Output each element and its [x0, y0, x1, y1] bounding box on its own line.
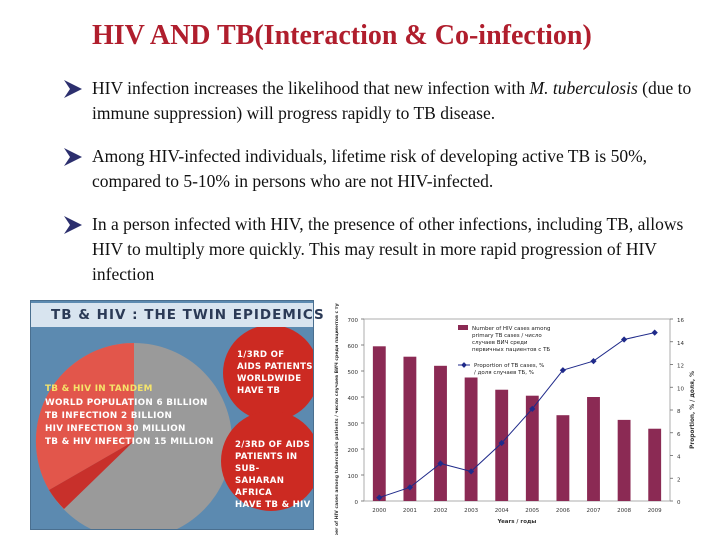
y2-tick-label: 0 — [677, 500, 681, 506]
hiv-tb-chart: 0 100 200 300 400 500 600 700 0 2 4 6 8 10 12 14 16 2000 2… — [333, 303, 696, 535]
bullet-text-part: HIV infection increases the likelihood t… — [92, 78, 530, 98]
bar-mark — [464, 377, 478, 501]
bar-series — [372, 346, 662, 501]
circle2-line: HAVE TB & HIV — [235, 500, 311, 510]
circle2-line: 2/3RD OF AIDS — [235, 440, 311, 450]
y-tick-label: 500 — [348, 370, 359, 376]
bullet-text-part: (due to immune suppression) will progres… — [92, 78, 692, 123]
legend-line-marker — [461, 362, 467, 368]
line-point — [590, 357, 597, 365]
aids-tb-circle — [223, 325, 313, 421]
circle2-line: SAHARAN AFRICA — [235, 476, 285, 498]
y2-tick-label: 6 — [677, 432, 681, 438]
y2-tick-label: 2 — [677, 477, 681, 483]
x-tick-label: 2004 — [495, 508, 509, 514]
bar-mark — [648, 428, 662, 501]
x-tick-label: 2005 — [525, 508, 539, 514]
x-tick-label: 2003 — [464, 508, 478, 514]
circle1-line: 1/3RD OF — [237, 350, 285, 360]
tb-infection-segment — [35, 342, 135, 490]
y-tick-label: 0 — [355, 500, 359, 506]
bar-mark — [556, 415, 570, 501]
arrow-bullet-icon — [64, 80, 82, 98]
bar-mark — [525, 395, 539, 501]
x-tick-label: 2001 — [403, 508, 417, 514]
circle1-line: WORLDWIDE — [237, 374, 302, 384]
tandem-line: WORLD POPULATION 6 BILLION — [45, 398, 208, 408]
legend-bar-label: Number of HIV cases among primary TB case… — [472, 326, 551, 353]
y2-tick-label: 12 — [677, 364, 684, 370]
bar-mark — [617, 419, 631, 501]
bar-mark — [587, 397, 600, 501]
tandem-heading: TB & HIV IN TANDEM — [45, 384, 153, 394]
circle2-line: PATIENTS IN SUB- — [235, 452, 298, 474]
line-point — [620, 336, 628, 343]
series-line — [379, 332, 655, 499]
y-tick-label: 600 — [348, 344, 359, 350]
panel-title: TB & HIV : THE TWIN EPIDEMICS — [31, 303, 324, 327]
twin-epidemics-panel: TB & HIV : THE TWIN EPIDEMICS TB & HIV I… — [30, 300, 324, 530]
line-point — [651, 329, 658, 336]
y2-tick-label: 8 — [677, 409, 681, 415]
x-tick-label: 2002 — [434, 508, 448, 514]
x-tick-label: 2006 — [556, 508, 570, 514]
x-tick-label: 2009 — [648, 508, 662, 514]
y-tick-label: 400 — [348, 396, 359, 402]
bullet-list: HIV infection increases the likelihood t… — [60, 76, 710, 305]
y2-tick-label: 14 — [677, 341, 684, 347]
bar-mark — [434, 365, 447, 501]
line-series — [376, 329, 658, 501]
circle1-line: AIDS PATIENTS — [237, 362, 313, 372]
x-tick-label: 2000 — [372, 508, 386, 514]
slide-title: HIV AND TB(Interaction & Co-infection) — [92, 20, 592, 51]
y-tick-label: 200 — [348, 448, 359, 454]
tandem-line: HIV INFECTION 30 MILLION — [45, 424, 186, 434]
tandem-line: TB INFECTION 2 BILLION — [45, 411, 173, 421]
arrow-bullet-icon — [64, 148, 82, 166]
chart-legend: Number of HIV cases among primary TB case… — [458, 325, 551, 376]
y-tick-label: 100 — [348, 474, 359, 480]
panel-graphic — [35, 325, 313, 529]
y2-tick-label: 4 — [677, 455, 681, 461]
line-point — [559, 367, 567, 374]
y-tick-label: 700 — [348, 318, 359, 324]
line-point — [437, 460, 444, 467]
x-axis-label: Years / годы — [497, 519, 537, 525]
bullet-item: In a person infected with HIV, the prese… — [60, 212, 710, 287]
y-axis-label: Number of HIV cases among tuberculosis p… — [333, 303, 340, 535]
legend-bar-swatch — [458, 325, 468, 330]
x-tick-label: 2007 — [587, 508, 601, 514]
legend-line-label: Proportion of TB cases, % / доля случаев … — [474, 363, 544, 376]
bullet-text-part: Among HIV-infected individuals, lifetime… — [92, 146, 648, 191]
tb-hiv-segment — [49, 441, 134, 509]
bullet-item: HIV infection increases the likelihood t… — [60, 76, 710, 126]
bullet-text-italic: M. tuberculosis — [529, 78, 638, 98]
chart-axes: 0 100 200 300 400 500 600 700 0 2 4 6 8 10 12 14 16 2000 2… — [333, 303, 696, 535]
y2-axis-label: Proportion, % / доля, % — [690, 371, 696, 449]
bar-mark — [372, 346, 386, 501]
y-tick-label: 300 — [348, 422, 359, 428]
circle1-text: 1/3RD OF AIDS PATIENTS WORLDWIDE HAVE TB — [237, 349, 313, 397]
circle1-line: HAVE TB — [237, 386, 281, 396]
arrow-bullet-icon — [64, 216, 82, 234]
x-tick-label: 2008 — [617, 508, 631, 514]
africa-tb-hiv-circle — [221, 411, 313, 511]
bullet-item: Among HIV-infected individuals, lifetime… — [60, 144, 710, 194]
bar-mark — [403, 356, 417, 501]
bullet-text-part: In a person infected with HIV, the prese… — [92, 214, 684, 284]
y2-tick-label: 16 — [677, 318, 684, 324]
circle2-text: 2/3RD OF AIDS PATIENTS IN SUB- SAHARAN A… — [235, 439, 313, 511]
tandem-line: TB & HIV INFECTION 15 MILLION — [45, 437, 214, 447]
y2-tick-label: 10 — [677, 386, 684, 392]
